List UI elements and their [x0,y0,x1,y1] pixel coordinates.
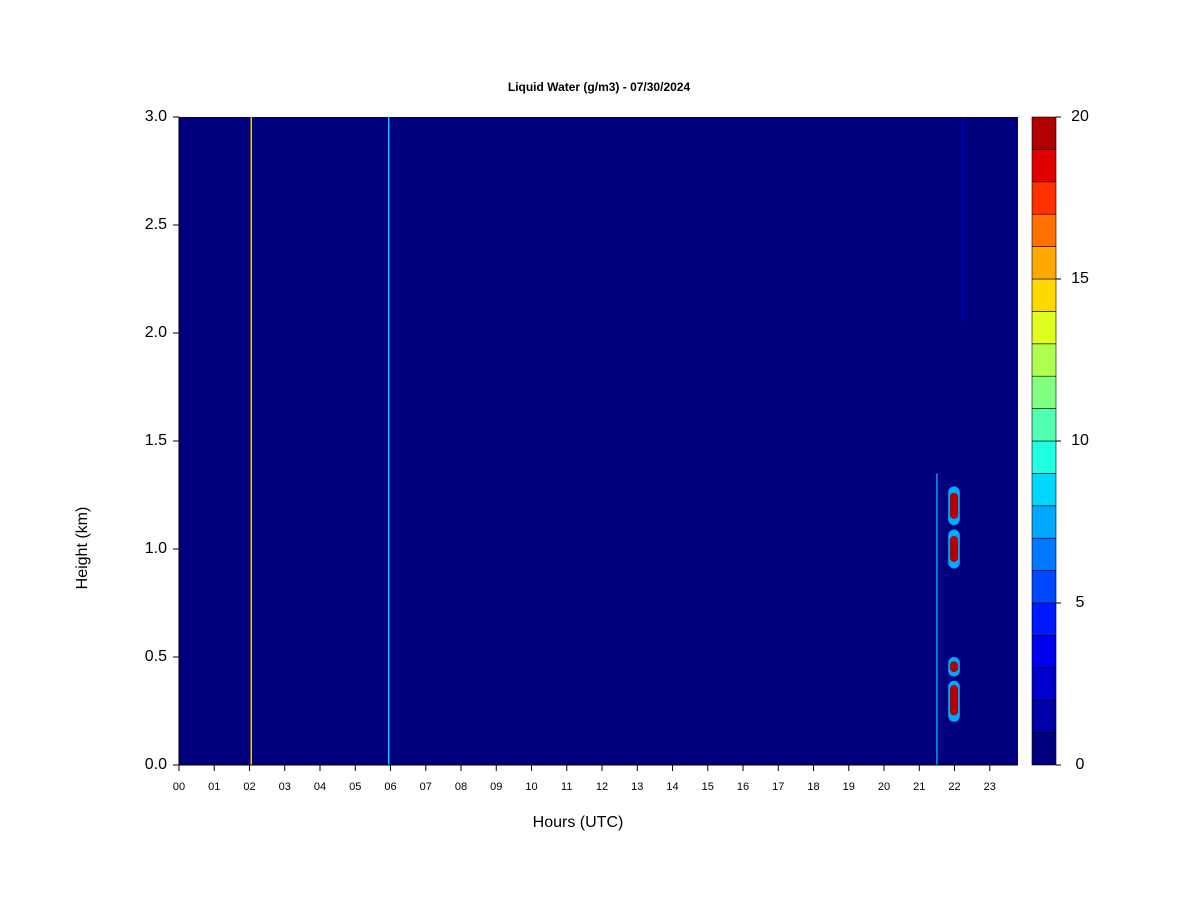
contour-region [936,473,938,765]
colorbar-tick-label: 5 [1076,594,1085,611]
x-tick-label: 21 [913,781,925,793]
x-tick-label: 16 [737,781,749,793]
colorbar-band [1031,505,1057,539]
colorbar-band [1031,635,1057,669]
colorbar-band [1031,278,1057,312]
y-tick-label: 3.0 [145,108,167,125]
contour-region [949,536,959,562]
x-tick-label: 06 [384,781,396,793]
colorbar-band [1031,602,1057,636]
y-tick-label: 2.5 [145,216,167,233]
y-tick-label: 0.0 [145,756,167,773]
contour-region [949,685,959,716]
x-tick-label: 09 [490,781,502,793]
x-tick-label: 03 [279,781,291,793]
colorbar-band [1031,149,1057,183]
colorbar-band [1031,537,1057,571]
y-tick-label: 0.5 [145,648,167,665]
plot-background [179,117,1018,765]
colorbar-band [1031,246,1057,280]
colorbar-band [1031,667,1057,701]
colorbar-band [1031,408,1057,442]
contour-region [949,492,959,519]
contour-region [962,117,965,323]
x-tick-label: 11 [561,781,572,793]
x-tick-label: 12 [596,781,608,793]
colorbar-band [1031,311,1057,345]
x-tick-label: 05 [349,781,361,793]
colorbar-tick-label: 15 [1071,270,1089,287]
colorbar-band [1031,699,1057,733]
x-tick-label: 18 [807,781,819,793]
x-tick-label: 17 [772,781,784,793]
x-tick-label: 02 [243,781,255,793]
y-tick-label: 2.0 [145,324,167,341]
colorbar-tick-label: 0 [1076,756,1085,773]
y-axis-label: Height (km) [74,507,91,590]
colorbar-band [1031,440,1057,474]
x-tick-label: 19 [843,781,855,793]
colorbar-band [1031,343,1057,377]
x-tick-label: 23 [984,781,996,793]
x-tick-label: 04 [314,781,326,793]
x-tick-label: 07 [420,781,432,793]
x-tick-label: 00 [173,781,185,793]
x-axis-label: Hours (UTC) [533,814,624,831]
colorbar-band [1031,116,1057,150]
colorbar-band [1031,181,1057,215]
y-tick-label: 1.5 [145,432,167,449]
colorbar-band [1031,375,1057,409]
colorbar-band [1031,473,1057,507]
colorbar-band [1031,570,1057,604]
x-tick-label: 13 [631,781,643,793]
contour-region [388,117,390,765]
chart-title: Liquid Water (g/m3) - 07/30/2024 [508,80,691,94]
x-tick-label: 14 [666,781,678,793]
colorbar-tick-label: 10 [1071,432,1089,449]
y-tick-label: 1.0 [145,540,167,557]
x-tick-label: 08 [455,781,467,793]
x-tick-label: 20 [878,781,890,793]
colorbar-band [1031,213,1057,247]
x-tick-label: 10 [525,781,537,793]
x-tick-label: 15 [702,781,714,793]
colorbar-tick-label: 20 [1071,108,1089,125]
contour-region [250,117,252,765]
x-tick-label: 22 [948,781,960,793]
contour-region [949,661,959,673]
x-tick-label: 01 [208,781,220,793]
colorbar-band [1031,732,1057,766]
